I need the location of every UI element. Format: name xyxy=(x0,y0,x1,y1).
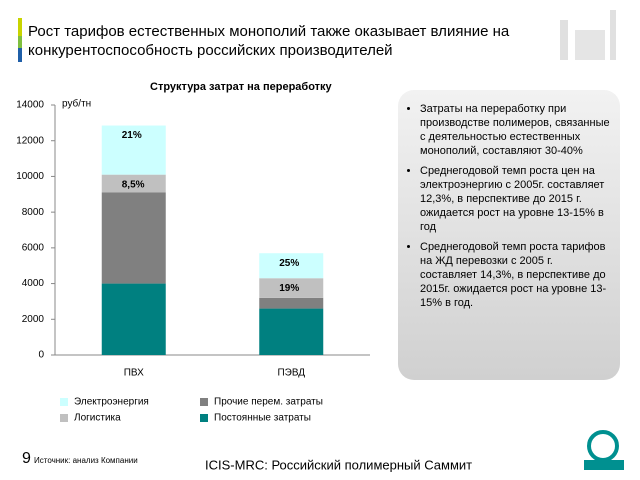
legend-swatch xyxy=(200,414,208,422)
y-tick-label: 2000 xyxy=(22,314,45,325)
bullet: Затраты на переработку при производстве … xyxy=(420,102,612,158)
bar-segment xyxy=(259,278,324,298)
source: Источник: анализ Компании xyxy=(34,456,138,465)
y-tick-label: 10000 xyxy=(16,171,44,182)
page-number: 9 xyxy=(22,450,31,467)
bar-segment xyxy=(101,192,166,284)
y-tick-label: 4000 xyxy=(22,278,45,289)
bullet: Среднегодовой темп роста цен на электроэ… xyxy=(420,164,612,234)
legend-label: Электроэнергия xyxy=(74,397,149,408)
accent-bar xyxy=(18,36,22,48)
segment-label: 19% xyxy=(279,283,299,294)
y-tick-label: 12000 xyxy=(16,135,44,146)
y-tick-label: 0 xyxy=(38,350,44,361)
x-tick-label: ПВХ xyxy=(124,368,144,379)
bar-segment xyxy=(259,308,324,355)
bullet-list: Затраты на переработку при производстве … xyxy=(406,102,612,310)
bar-segment xyxy=(259,253,324,279)
chart-title: Структура затрат на переработку xyxy=(150,81,333,93)
footer: ICIS-MRC: Российский полимерный Саммит xyxy=(205,457,472,472)
legend-label: Логистика xyxy=(74,413,121,424)
bar-segment xyxy=(101,283,166,355)
slide-title: Рост тарифов естественных монополий такж… xyxy=(28,23,510,59)
y-unit: руб/тн xyxy=(62,98,91,110)
logo xyxy=(584,430,624,470)
bullet: Среднегодовой темп роста тарифов на ЖД п… xyxy=(420,240,612,310)
accent-bar xyxy=(18,48,22,62)
legend-label: Прочие перем. затраты xyxy=(214,397,323,408)
accent-bar xyxy=(18,18,22,36)
bullet-box: Затраты на переработку при производстве … xyxy=(398,90,620,380)
segment-label: 21% xyxy=(122,130,142,141)
y-tick-label: 8000 xyxy=(22,207,45,218)
bar-segment xyxy=(259,297,324,309)
legend-label: Постоянные затраты xyxy=(214,413,311,424)
bar-segment xyxy=(101,174,166,193)
segment-label: 8,5% xyxy=(122,179,145,190)
x-tick-label: ПЭВД xyxy=(277,368,305,379)
segment-label: 25% xyxy=(279,258,299,269)
bar-segment xyxy=(101,125,166,175)
legend-swatch xyxy=(60,398,68,406)
y-tick-label: 14000 xyxy=(16,100,44,111)
y-tick-label: 6000 xyxy=(22,242,45,253)
factory-decor xyxy=(560,10,616,60)
legend-swatch xyxy=(200,398,208,406)
legend-swatch xyxy=(60,414,68,422)
